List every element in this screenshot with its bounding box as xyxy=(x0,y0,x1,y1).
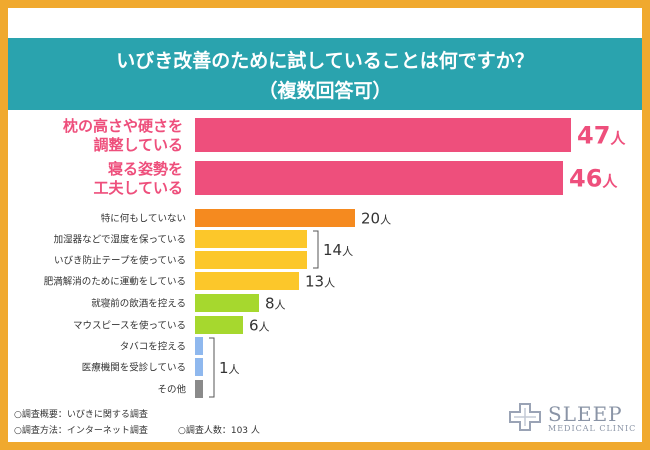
bracket-8 xyxy=(209,337,215,398)
category-label-9: タバコを控える xyxy=(120,340,186,352)
bar-6 xyxy=(195,272,299,290)
chart-title-line1: いびき改善のために試していることは何ですか？ xyxy=(116,50,534,72)
chart-frame: いびき改善のために試していることは何ですか？ （複数回答可） 枕の高さや硬さを調… xyxy=(8,8,642,442)
value-label-8: 1人 xyxy=(219,359,240,377)
category-label-6: 肥満解消のために運動をしている xyxy=(44,275,186,287)
category-label-10: 医療機関を受診している xyxy=(82,361,186,373)
value-label-3: 20人 xyxy=(361,209,391,227)
category-label-8: マウスピースを使っている xyxy=(73,319,186,331)
bar-7 xyxy=(195,294,259,312)
bar-8 xyxy=(195,316,243,334)
title-band: いびき改善のために試していることは何ですか？ （複数回答可） xyxy=(8,38,642,110)
bar-1 xyxy=(195,118,571,152)
bracket-4 xyxy=(313,230,319,269)
bar-3 xyxy=(195,209,355,227)
value-label-5: 13人 xyxy=(305,272,335,290)
category-label-7: 就寝前の飲酒を控える xyxy=(91,297,186,309)
logo-cross-icon xyxy=(509,403,541,431)
logo-name: SLEEP xyxy=(548,402,623,426)
bar-5 xyxy=(195,251,307,269)
bar-2 xyxy=(195,161,563,195)
bar-9 xyxy=(195,337,203,355)
category-label-2-line2: 工夫している xyxy=(93,179,183,197)
bar-11 xyxy=(195,380,203,398)
category-label-11: その他 xyxy=(157,383,186,395)
logo-subtitle: MEDICAL CLINIC xyxy=(548,424,637,433)
category-label-5: いびき防止テープを使っている xyxy=(54,254,186,266)
category-label-4: 加湿器などで湿度を保っている xyxy=(54,233,186,245)
chart-title-line2: （複数回答可） xyxy=(258,80,392,102)
category-label-1-line1: 枕の高さや硬さを xyxy=(63,117,183,135)
value-label-6: 8人 xyxy=(265,294,286,312)
bar-chart: 枕の高さや硬さを調整している寝る姿勢を工夫している特に何もしていない加湿器などで… xyxy=(44,117,626,398)
survey-respondents: ○調査人数：103 人 xyxy=(178,426,260,436)
category-label-1-line2: 調整している xyxy=(93,136,183,154)
survey-summary: ○調査概要：いびきに関する調査 xyxy=(14,410,148,420)
category-label-2-line1: 寝る姿勢を xyxy=(108,160,183,178)
bar-4 xyxy=(195,230,307,248)
survey-method: ○調査方法：インターネット調査 xyxy=(14,426,148,436)
category-label-3: 特に何もしていない xyxy=(101,212,186,224)
clinic-logo: SLEEP MEDICAL CLINIC xyxy=(548,404,636,433)
value-label-4: 14人 xyxy=(323,241,353,259)
value-label-1: 47人 xyxy=(577,122,626,150)
value-label-7: 6人 xyxy=(249,316,270,334)
bar-10 xyxy=(195,358,203,376)
value-label-2: 46人 xyxy=(569,165,618,193)
